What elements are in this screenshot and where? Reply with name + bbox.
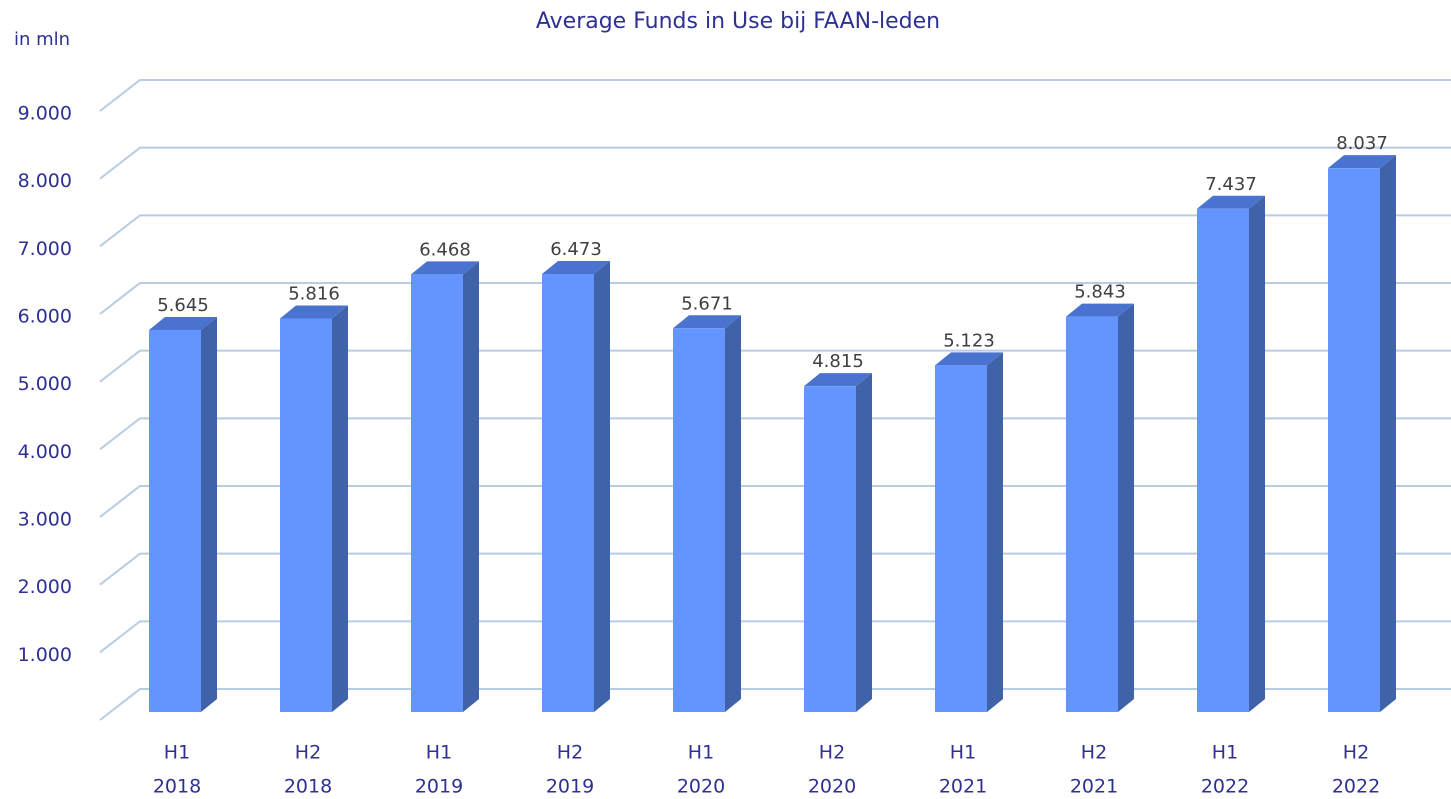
y-tick-label: 3.000	[18, 509, 72, 531]
data-label: 5.843	[1074, 282, 1126, 303]
bar-top	[542, 260, 610, 274]
bar	[280, 318, 332, 712]
bar	[804, 386, 856, 712]
x-tick-label: H1	[1212, 742, 1238, 764]
data-label: 7.437	[1205, 174, 1257, 195]
x-tick-label: 2019	[415, 776, 463, 798]
data-label: 6.468	[419, 239, 471, 260]
x-tick-label: 2022	[1201, 776, 1249, 798]
bar-top	[804, 373, 872, 387]
x-tick-label: 2021	[939, 776, 987, 798]
bar-top	[935, 352, 1003, 366]
grid-line	[99, 282, 1451, 315]
grid-line	[99, 417, 1451, 451]
bar	[542, 273, 594, 712]
x-tick-label: H1	[426, 742, 452, 764]
grid-line	[99, 146, 1451, 180]
bar-top	[1066, 303, 1134, 317]
y-tick-label: 5.000	[18, 373, 72, 395]
y-tick-label: 9.000	[18, 103, 72, 125]
x-tick-label: H2	[557, 742, 583, 764]
bar-side	[856, 373, 872, 712]
data-label: 5.671	[681, 293, 733, 314]
x-tick-label: 2019	[546, 776, 594, 798]
x-tick-label: H2	[295, 742, 321, 764]
bar-top	[1328, 155, 1396, 169]
bar-side	[725, 315, 741, 712]
x-tick-label: 2018	[153, 776, 201, 798]
bar-side	[1249, 195, 1265, 712]
y-tick-label: 1.000	[18, 644, 72, 666]
bar-top	[280, 305, 348, 319]
x-tick-label: H1	[688, 742, 714, 764]
grid-line	[99, 349, 1451, 383]
x-tick-label: 2020	[677, 776, 725, 798]
x-tick-label: H2	[1343, 742, 1369, 764]
data-label: 5.123	[943, 330, 995, 351]
bar-side	[463, 261, 479, 712]
bar-top	[1197, 195, 1265, 209]
grid-line	[99, 620, 1451, 654]
grid-line	[99, 485, 1451, 518]
bar	[673, 328, 725, 712]
x-tick-label: 2020	[808, 776, 856, 798]
y-tick-label: 6.000	[18, 306, 72, 328]
x-tick-label: 2018	[284, 776, 332, 798]
bar-side	[1118, 303, 1134, 712]
data-label: 4.815	[812, 351, 864, 372]
data-label: 8.037	[1336, 133, 1388, 154]
grid-line	[99, 552, 1451, 586]
bar-side	[594, 260, 610, 712]
y-tick-label: 8.000	[18, 170, 72, 192]
bar-top	[673, 315, 741, 329]
bar	[411, 274, 463, 712]
data-label: 6.473	[550, 239, 602, 260]
bar	[1328, 168, 1380, 713]
y-tick-label: 2.000	[18, 576, 72, 598]
x-tick-label: H2	[819, 742, 845, 764]
data-label: 5.645	[157, 295, 209, 316]
bar-top	[149, 317, 217, 331]
x-tick-label: H2	[1081, 742, 1107, 764]
bar	[149, 330, 201, 712]
grid-line	[99, 214, 1451, 248]
bar	[1197, 208, 1249, 712]
x-tick-label: H1	[950, 742, 976, 764]
bar-side	[1380, 155, 1396, 713]
bar-side	[987, 352, 1003, 712]
chart-title: Average Funds in Use bij FAAN-leden	[536, 9, 940, 34]
grid-line	[99, 79, 1451, 112]
data-label: 5.816	[288, 283, 340, 304]
x-tick-label: H1	[164, 742, 190, 764]
bar-side	[201, 317, 217, 712]
y-tick-label: 7.000	[18, 238, 72, 260]
bar-top	[411, 261, 479, 275]
axis-baseline	[99, 688, 1451, 721]
bar	[1066, 316, 1118, 712]
bar-side	[332, 305, 348, 712]
x-tick-label: 2022	[1332, 776, 1380, 798]
bar	[935, 365, 987, 712]
x-tick-label: 2021	[1070, 776, 1118, 798]
y-axis-label: in mln	[14, 29, 70, 50]
y-tick-label: 4.000	[18, 441, 72, 463]
